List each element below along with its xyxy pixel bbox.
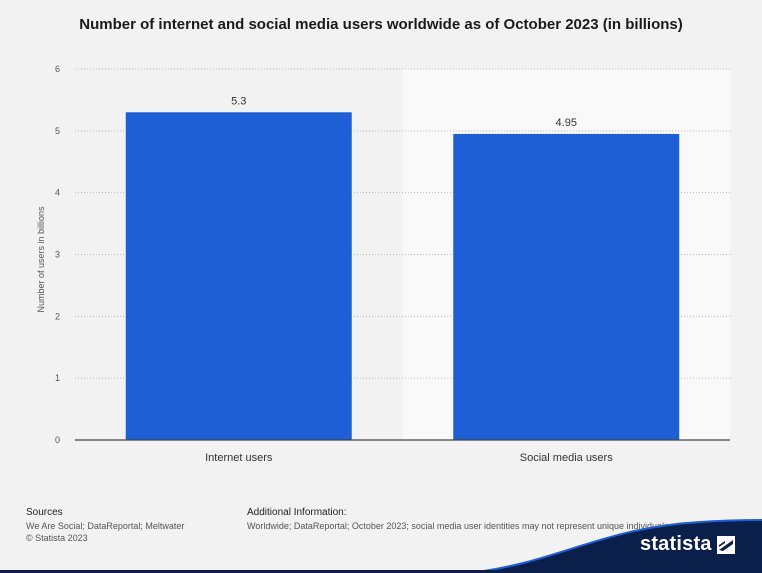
additional-info-heading: Additional Information: <box>247 507 347 518</box>
bar-chart: 0 1 2 3 4 5 6 5.3 Internet users 4.95 Social media… <box>36 64 730 464</box>
y-tick-label: 5 <box>55 126 60 136</box>
bar[interactable] <box>125 112 352 441</box>
y-tick-label: 0 <box>55 435 60 445</box>
data-label: 5.3 <box>231 95 246 107</box>
copyright-text: © Statista 2023 <box>26 533 88 543</box>
chart-title: Number of internet and social media user… <box>79 16 683 33</box>
x-tick-label: Internet users <box>205 452 273 464</box>
y-tick-label: 1 <box>55 373 60 383</box>
statista-logo-text: statista <box>640 533 712 555</box>
y-tick-label: 4 <box>55 188 60 198</box>
statista-mark-icon <box>716 535 735 554</box>
y-tick-label: 2 <box>55 311 60 321</box>
y-tick-label: 6 <box>55 64 60 74</box>
x-tick-label: Social media users <box>520 452 613 464</box>
y-axis-title: Number of users in billions <box>36 206 46 313</box>
data-label: 4.95 <box>556 117 577 129</box>
additional-info-text: Worldwide; DataReportal; October 2023; s… <box>247 521 669 531</box>
brand-wave <box>0 519 762 573</box>
bar[interactable] <box>453 133 680 441</box>
y-tick-label: 3 <box>55 250 60 260</box>
sources-heading: Sources <box>26 507 63 518</box>
sources-text: We Are Social; DataReportal; Meltwater <box>26 521 185 531</box>
statista-logo[interactable]: statista <box>640 533 735 556</box>
